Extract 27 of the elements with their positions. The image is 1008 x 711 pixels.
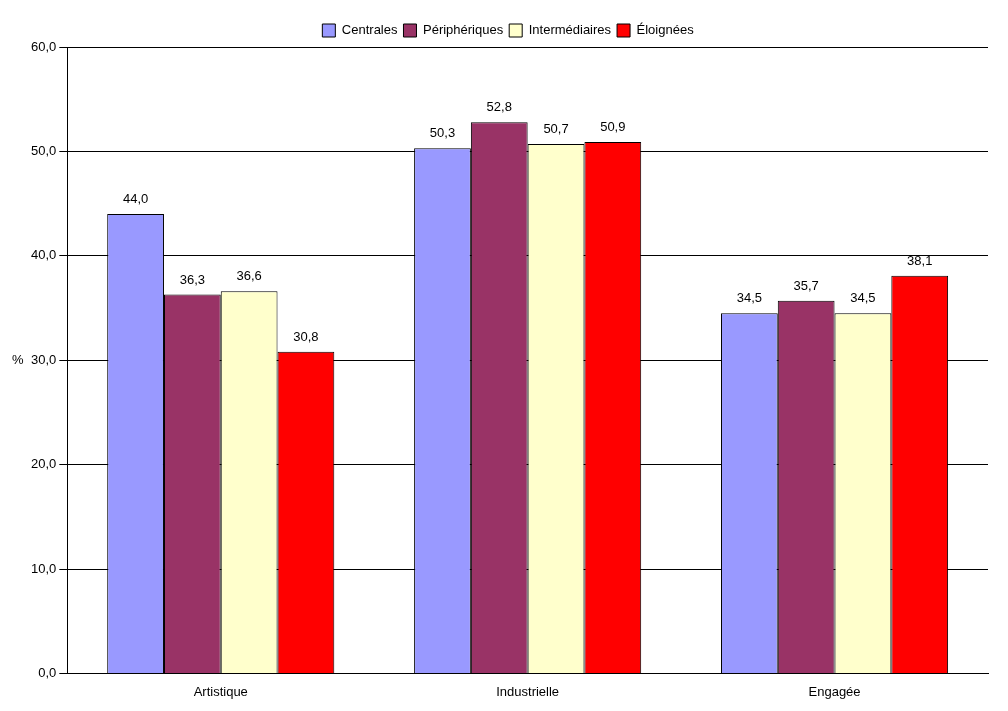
data-label: 38,1 (907, 252, 933, 268)
x-tick-label: Industrielle (496, 683, 560, 699)
data-label: 50,7 (543, 121, 569, 137)
data-label: 35,7 (793, 277, 819, 293)
legend-label: Intermédiaires (528, 22, 612, 38)
legend-label: Périphériques (422, 22, 504, 38)
data-label: 44,0 (122, 191, 149, 207)
data-label: 34,5 (736, 290, 763, 306)
x-tick-label: Engagée (808, 683, 861, 699)
x-tick-label: Artistique (193, 683, 248, 699)
data-label: 36,6 (236, 268, 262, 284)
data-label: 34,5 (850, 290, 876, 306)
data-label: 50,9 (600, 119, 626, 135)
legend-label: Centrales (341, 22, 398, 38)
y-tick-label: 50,0 (30, 142, 57, 158)
y-tick-label: 40,0 (30, 247, 57, 263)
data-label: 52,8 (486, 99, 512, 115)
data-label: 36,3 (179, 271, 206, 287)
y-tick-label: 10,0 (30, 560, 57, 576)
y-axis-title: % (12, 351, 24, 367)
y-tick-label: 30,0 (30, 351, 57, 367)
y-tick-label: 20,0 (30, 456, 57, 472)
data-label: 50,3 (429, 125, 456, 141)
data-label: 30,8 (293, 328, 319, 344)
legend-label: Éloignées (636, 22, 695, 38)
y-tick-label: 60,0 (30, 38, 57, 54)
y-tick-label: 0,0 (38, 664, 57, 680)
